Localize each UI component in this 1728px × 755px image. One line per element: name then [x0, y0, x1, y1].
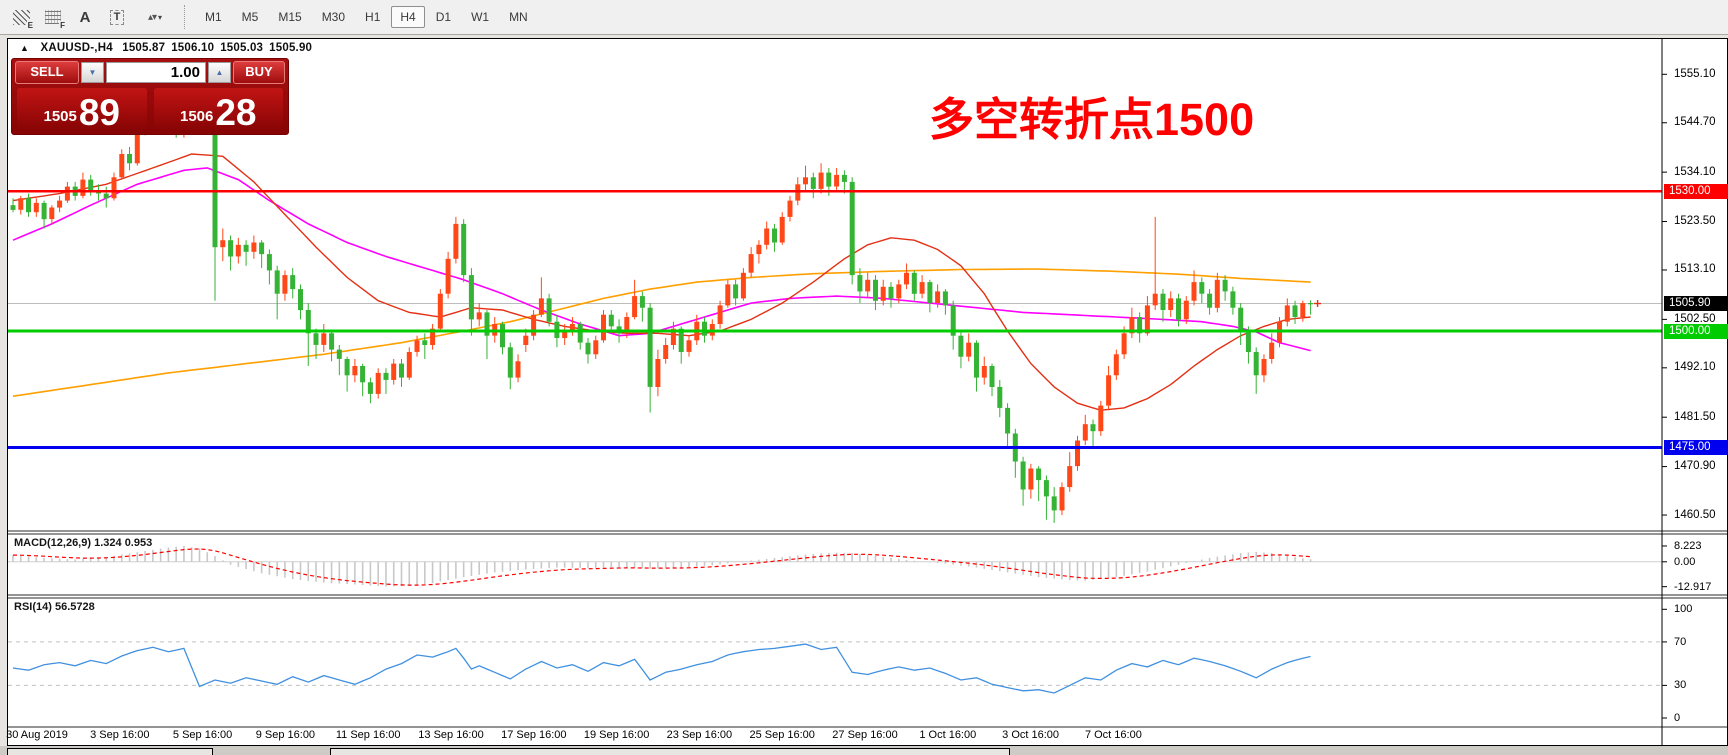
price-axis-label: 1481.50	[1674, 410, 1716, 423]
macd-scale-label: -12.917	[1674, 580, 1712, 593]
price-axis-label: 1523.50	[1674, 215, 1716, 228]
sell-button[interactable]: SELL	[15, 61, 79, 84]
buy-price-big: 28	[215, 91, 257, 133]
price-chart-canvas[interactable]	[8, 39, 1727, 747]
timeframe-button-m15[interactable]: M15	[278, 10, 302, 24]
date-axis-label: 17 Sep 16:00	[501, 729, 567, 741]
macd-indicator-label: MACD(12,26,9) 1.324 0.953	[14, 537, 153, 549]
chart-tab[interactable]	[330, 748, 1010, 755]
top-toolbar: E F A T ▴▾ ▾ M1 M5 M15 M30 H1 H4 D1 W1 MN	[0, 0, 1728, 35]
bottom-tab-strip	[0, 746, 1728, 755]
ohlc-open: 1505.87	[122, 42, 166, 54]
grid-draw-tool-icon[interactable]: F	[40, 5, 66, 30]
chart-annotation-text: 多空转折点1500	[929, 94, 1255, 145]
timeframe-button-m5[interactable]: M5	[241, 10, 259, 24]
rsi-indicator-label: RSI(14) 56.5728	[14, 601, 95, 613]
arrow-tools-dropdown-icon[interactable]: ▴▾ ▾	[147, 11, 163, 23]
price-axis-label: 1502.50	[1674, 312, 1716, 325]
timeframe-button-h4[interactable]: H4	[391, 6, 425, 28]
price-axis-label: 1492.10	[1674, 361, 1716, 374]
timeframe-button-mn[interactable]: MN	[509, 10, 528, 24]
date-axis-label: 11 Sep 16:00	[335, 729, 401, 741]
date-axis-label: 7 Oct 16:00	[1084, 729, 1142, 741]
date-axis-label: 23 Sep 16:00	[666, 729, 733, 741]
ohlc-header: ▲ XAUUSD-,H4 1505.87 1506.10 1505.03 1505.9…	[14, 42, 312, 54]
level-price-tag: 1475.00	[1664, 439, 1728, 455]
rsi-scale-label: 100	[1674, 603, 1693, 616]
volume-input[interactable]	[106, 62, 206, 83]
volume-decrease-button[interactable]: ▼	[81, 62, 104, 83]
date-axis-label: 3 Sep 16:00	[90, 729, 150, 741]
timeframe-button-m30[interactable]: M30	[321, 10, 346, 24]
collapse-panel-icon[interactable]: ▲	[20, 43, 30, 53]
ohlc-close: 1505.90	[269, 42, 313, 54]
sell-price-main: 1505	[43, 108, 77, 125]
timeframe-button-d1[interactable]: D1	[435, 10, 452, 24]
date-axis-label: 30 Aug 2019	[6, 729, 68, 741]
sell-price-display[interactable]: 1505 89	[17, 88, 147, 131]
rsi-scale-label: 70	[1674, 635, 1687, 648]
price-axis-label: 1470.90	[1674, 460, 1716, 473]
buy-price-main: 1506	[179, 108, 214, 125]
level-price-tag: 1530.00	[1664, 183, 1728, 199]
timeframe-button-m1[interactable]: M1	[205, 10, 222, 24]
date-axis-label: 9 Sep 16:00	[255, 729, 316, 741]
date-axis-label: 5 Sep 16:00	[172, 729, 233, 741]
macd-scale-label: 0.00	[1674, 555, 1696, 568]
rsi-scale-label: 30	[1674, 679, 1687, 692]
price-axis-label: 1544.70	[1674, 116, 1716, 129]
hatch-draw-tool-icon[interactable]: E	[8, 5, 34, 30]
ohlc-low: 1505.03	[220, 42, 264, 54]
timeframe-button-w1[interactable]: W1	[471, 10, 490, 24]
price-axis-label: 1555.10	[1674, 67, 1716, 80]
buy-button[interactable]: BUY	[233, 61, 285, 84]
price-axis-label: 1460.50	[1674, 508, 1716, 521]
ohlc-high: 1506.10	[171, 42, 215, 54]
current-price-tag: 1505.90	[1664, 296, 1728, 312]
macd-main-value: 1.324	[94, 537, 122, 549]
buy-price-display[interactable]: 1506 28	[153, 88, 283, 133]
price-axis-label: 1513.10	[1674, 263, 1716, 276]
chevron-down-icon: ▾	[158, 12, 163, 22]
macd-signal-value: 0.953	[124, 537, 153, 549]
date-axis-label: 25 Sep 16:00	[749, 729, 815, 741]
volume-increase-button[interactable]: ▲	[208, 62, 231, 83]
text-label-tool-icon[interactable]: A	[79, 8, 91, 26]
rsi-scale-label: 0	[1674, 712, 1681, 724]
date-axis-label: 1 Oct 16:00	[919, 729, 977, 741]
date-axis-label: 3 Oct 16:00	[1002, 729, 1060, 741]
macd-scale-label: 8.223	[1674, 539, 1702, 552]
text-box-tool-icon[interactable]: T	[104, 5, 130, 29]
date-axis-label: 19 Sep 16:00	[583, 729, 650, 741]
chart-window: ▲ XAUUSD-,H4 1505.87 1506.10 1505.03 1505.9…	[6, 38, 1728, 747]
price-axis-label: 1534.10	[1674, 165, 1716, 178]
toolbar-separator	[184, 5, 186, 29]
timeframe-button-h1[interactable]: H1	[365, 10, 381, 24]
rsi-value: 56.5728	[54, 601, 95, 613]
sell-price-big: 89	[78, 91, 121, 133]
one-click-trade-panel: SELL ▼ ▲ BUY 1505 89 1506 28	[11, 58, 289, 135]
level-price-tag: 1500.00	[1664, 323, 1728, 339]
date-axis-label: 27 Sep 16:00	[832, 729, 898, 741]
timeframe-button-group: M1 M5 M15 M30 H1 H4 D1 W1 MN	[196, 6, 539, 28]
chart-tab[interactable]	[7, 748, 213, 755]
date-axis-label: 13 Sep 16:00	[418, 729, 484, 741]
symbol-title: XAUUSD-,H4	[40, 42, 113, 54]
